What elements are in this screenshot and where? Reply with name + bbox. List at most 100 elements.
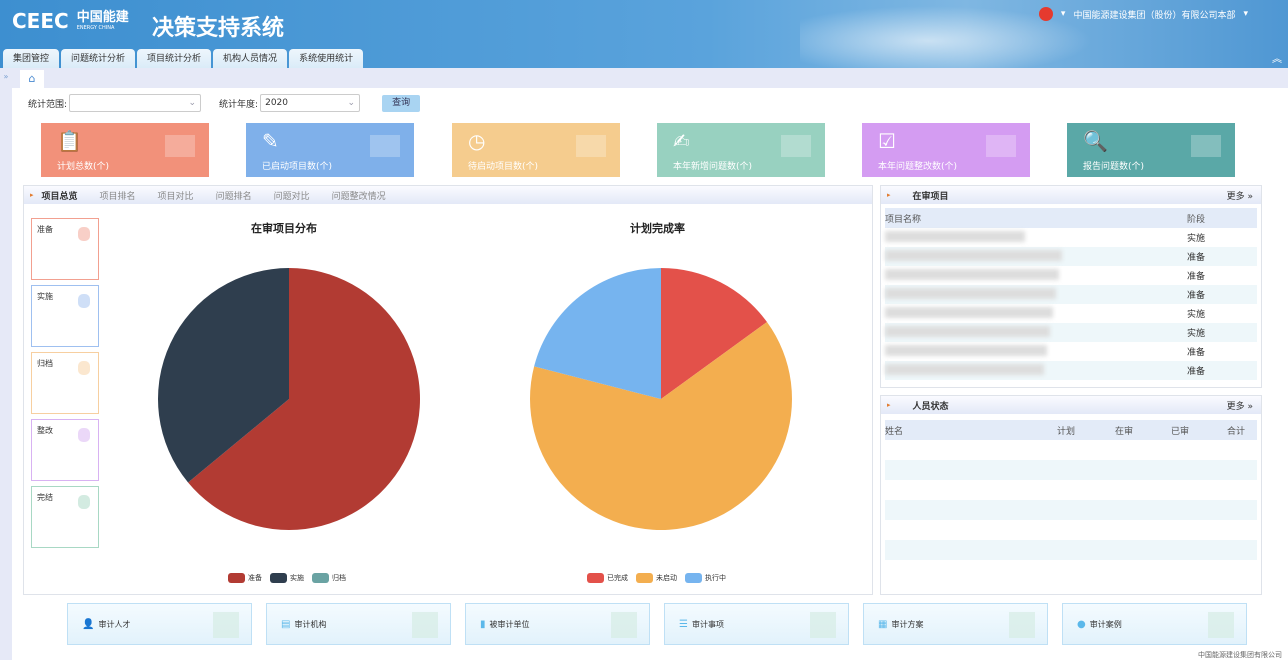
card-decoration (810, 612, 836, 638)
tab-group-control[interactable]: 集团管控 (3, 49, 60, 69)
table-row[interactable]: 准备 (885, 285, 1257, 304)
user-menu[interactable]: ▾ 中国能源建设集团（股份）有限公司本部 ▾ (1038, 7, 1248, 21)
legend: 准备 实施 归档 (228, 573, 346, 583)
chart-title: 计划完成率 (630, 222, 685, 235)
tab-issue-stats[interactable]: 问题统计分析 (61, 49, 136, 69)
year-label: 统计年度: (219, 99, 259, 110)
inbox-check-icon: ☑ (878, 129, 896, 153)
column-header: 已审 (1171, 420, 1227, 440)
quick-link-card[interactable]: ▮ 被审计单位 (465, 603, 650, 645)
brand: CEEC 中国能建 ENERGY CHINA (12, 9, 129, 33)
card-decoration (576, 135, 606, 157)
stage-card[interactable]: 整改 (31, 419, 99, 481)
overview-tabs: ▸ 项目总览 项目排名 项目对比 问题排名 问题对比 问题整改情况 (24, 186, 872, 204)
tab-project-ranking[interactable]: 项目排名 (99, 191, 136, 202)
query-button[interactable]: 查询 (382, 94, 421, 112)
pie-slice-已完成[interactable] (661, 268, 767, 399)
redacted-name (885, 363, 1044, 375)
notification-icon[interactable] (1038, 7, 1053, 21)
sidebar-expand[interactable]: » (0, 68, 12, 660)
tab-issue-rectify[interactable]: 问题整改情况 (331, 191, 386, 202)
legend-swatch (587, 573, 604, 583)
stage-label: 整改 (37, 426, 53, 435)
pie-slice-准备[interactable] (188, 268, 420, 530)
tab-issue-compare[interactable]: 问题对比 (273, 191, 310, 202)
collapse-icon[interactable]: ︽ (1272, 54, 1282, 65)
stage-card[interactable]: 归档 (31, 352, 99, 414)
legend-item[interactable]: 已完成 (587, 573, 628, 583)
personnel-panel: ▸ 人员状态 更多 » 姓名 计划 在审 已审 合计 (880, 395, 1262, 595)
stage-cell: 准备 (1187, 272, 1206, 282)
card-label: 已启动项目数(个) (262, 162, 333, 172)
stage-card[interactable]: 准备 (31, 218, 99, 280)
stat-card[interactable]: ✍ 本年新增问题数(个) (657, 123, 825, 177)
legend-label: 准备 (248, 574, 262, 582)
quick-link-card[interactable]: ▦ 审计方案 (863, 603, 1048, 645)
tab-project-overview[interactable]: 项目总览 (41, 191, 78, 202)
tab-org-personnel[interactable]: 机构人员情况 (213, 49, 288, 69)
card-decoration (1009, 612, 1035, 638)
chevron-down-icon: ⌄ (347, 98, 356, 108)
card-decoration (611, 612, 637, 638)
table-row[interactable]: 准备 (885, 247, 1257, 266)
tab-project-compare[interactable]: 项目对比 (157, 191, 194, 202)
stage-card[interactable]: 实施 (31, 285, 99, 347)
card-label: 报告问题数(个) (1083, 162, 1145, 172)
table-row[interactable]: 实施 (885, 304, 1257, 323)
chevron-down-icon: ▾ (1060, 9, 1066, 19)
stat-card[interactable]: ☑ 本年问题整改数(个) (862, 123, 1030, 177)
legend-item[interactable]: 准备 (228, 573, 262, 583)
stage-cell: 准备 (1187, 285, 1257, 304)
table-row[interactable]: 准备 (885, 342, 1257, 361)
more-link[interactable]: 更多 » (1226, 192, 1253, 202)
quick-link-label: 审计事项 (691, 619, 724, 629)
chevron-down-icon: ▾ (1243, 9, 1248, 19)
logo-stack: 中国能建 ENERGY CHINA (77, 10, 129, 32)
table-row[interactable]: 实施 (885, 323, 1257, 342)
stat-card[interactable]: ✎ 已启动项目数(个) (246, 123, 414, 177)
more-link[interactable]: 更多 » (1226, 402, 1253, 412)
legend-swatch (312, 573, 329, 583)
quick-link-card[interactable]: ▤ 审计机构 (266, 603, 451, 645)
legend-label: 已完成 (607, 574, 628, 582)
table-row[interactable]: 准备 (885, 361, 1257, 380)
calendar-icon: ▦ (878, 618, 888, 630)
year-select[interactable]: 2020 ⌄ (260, 94, 361, 112)
legend-item[interactable]: 实施 (270, 573, 304, 583)
redacted-name (885, 306, 1053, 318)
tab-issue-ranking[interactable]: 问题排名 (215, 191, 252, 202)
legend-item[interactable]: 未启动 (636, 573, 677, 583)
scope-select[interactable]: ⌄ (69, 94, 202, 112)
quick-link-card[interactable]: ☰ 审计事项 (664, 603, 849, 645)
table-row[interactable]: 准备 (885, 266, 1257, 285)
legend-item[interactable]: 执行中 (685, 573, 726, 583)
home-icon[interactable]: ⌂ (20, 70, 44, 88)
logo-en: ENERGY CHINA (76, 25, 115, 31)
card-decoration (781, 135, 811, 157)
stat-card[interactable]: 📋 计划总数(个) (41, 123, 209, 177)
redacted-name (885, 268, 1059, 280)
edit-refresh-icon: ✎ (262, 129, 279, 153)
quick-link-label: 审计案例 (1089, 619, 1122, 629)
stage-card[interactable]: 完结 (31, 486, 99, 548)
quick-link-card[interactable]: ● 审计案例 (1062, 603, 1247, 645)
stage-cell: 实施 (1187, 310, 1206, 320)
tab-project-stats[interactable]: 项目统计分析 (137, 49, 212, 69)
stage-cell: 准备 (1187, 247, 1257, 266)
stage-cell: 准备 (1187, 361, 1257, 380)
review-projects-panel: ▸ 在审项目 更多 » 项目名称 阶段 实施 准备 准备 准备 实施 实施 准备 准备 (880, 185, 1262, 388)
triangle-icon: ▸ (887, 191, 891, 199)
stat-card[interactable]: ◷ 待启动项目数(个) (452, 123, 620, 177)
redacted-name (885, 344, 1047, 356)
panel-title: 在审项目 (912, 191, 949, 202)
stat-card[interactable]: 🔍 报告问题数(个) (1067, 123, 1235, 177)
tab-system-usage[interactable]: 系统使用统计 (289, 49, 364, 69)
legend-item[interactable]: 归档 (312, 573, 346, 583)
stage-icon (78, 361, 90, 375)
pie-slice-执行中[interactable] (534, 268, 661, 399)
table-row[interactable]: 实施 (885, 228, 1257, 247)
logo: CEEC (12, 9, 69, 33)
pie-slice-实施[interactable] (158, 268, 289, 483)
quick-link-card[interactable]: 👤 审计人才 (67, 603, 252, 645)
pie-slice-未启动[interactable] (530, 322, 792, 530)
